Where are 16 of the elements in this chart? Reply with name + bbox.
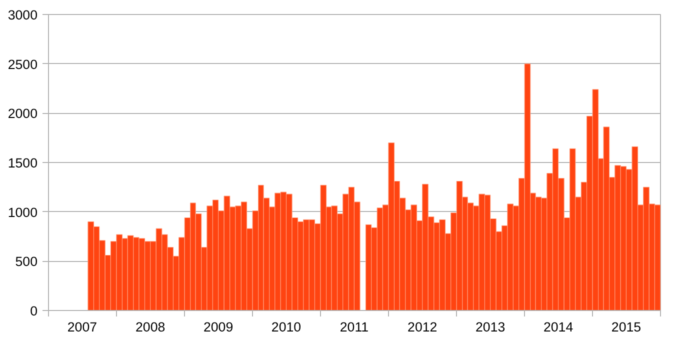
x-tick-label: 2009 xyxy=(203,320,234,334)
x-tick-label: 2013 xyxy=(476,320,506,334)
y-tick-label: 500 xyxy=(15,254,38,270)
y-tick-label: 2500 xyxy=(8,56,38,72)
y-tick-label: 0 xyxy=(30,304,38,318)
y-tick-label: 2000 xyxy=(8,106,38,122)
x-tick-label: 2011 xyxy=(340,320,369,334)
y-tick-label: 3000 xyxy=(8,8,38,22)
x-tick-label: 2008 xyxy=(136,320,166,334)
y-tick-label: 1000 xyxy=(8,204,38,220)
x-tick-label: 2014 xyxy=(543,320,574,334)
x-tick-label: 2007 xyxy=(67,320,98,334)
x-tick-label: 2015 xyxy=(611,320,642,334)
x-tick-label: 2010 xyxy=(271,320,302,334)
x-tick-label: 2012 xyxy=(408,320,438,334)
y-tick-label: 1500 xyxy=(8,156,38,170)
